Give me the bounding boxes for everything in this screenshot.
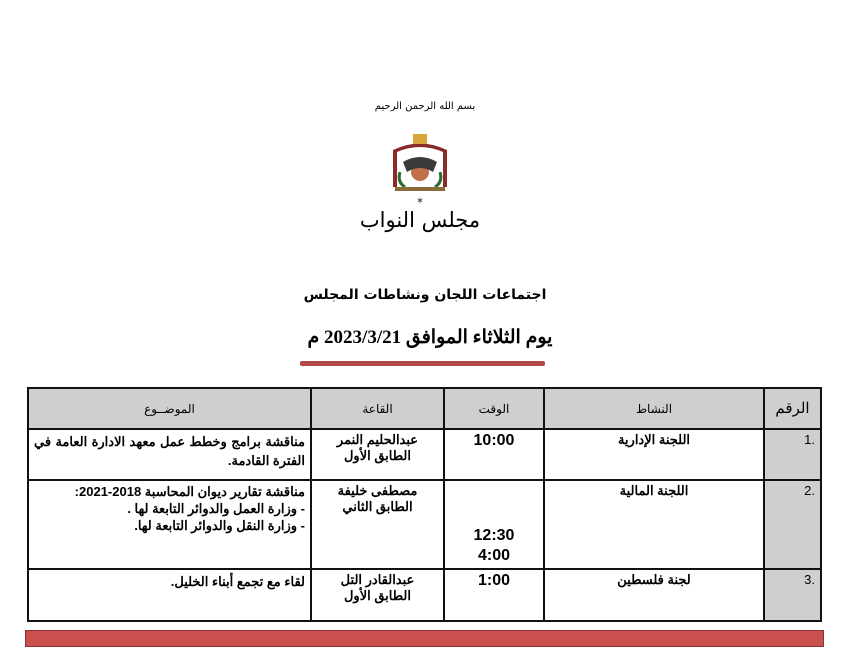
table-row: .3 لجنة فلسطين 1:00 عبدالقادر التل الطابق… xyxy=(27,568,822,622)
row-activity: اللجنة الإدارية xyxy=(543,428,765,481)
hall-floor: الطابق الأول xyxy=(343,448,412,463)
title-underline xyxy=(300,361,545,366)
row-hall: مصطفى خليفة الطابق الثاني xyxy=(310,479,445,570)
row-number: .3 xyxy=(763,568,822,622)
time-value: 10:00 xyxy=(473,432,515,449)
hall-floor: الطابق الأول xyxy=(343,588,412,603)
row-activity: اللجنة المالية xyxy=(543,479,765,570)
row-time: 10:00 xyxy=(443,428,545,481)
basmala: بسم الله الرحمن الرحيم xyxy=(374,101,476,112)
topic-line: مناقشة تقارير ديوان المحاسبة 2018-2021: xyxy=(74,484,305,499)
row-time: 1:00 xyxy=(443,568,545,622)
row-hall: عبدالحليم النمر الطابق الأول xyxy=(310,428,445,481)
table-row: .2 اللجنة المالية 12:30 4:00 مصطفى خليفة ا… xyxy=(27,479,822,570)
header-number: الرقم xyxy=(763,387,822,430)
topic-line: - وزارة العمل والدوائر التابعة لها . xyxy=(127,501,305,516)
row-time: 12:30 4:00 xyxy=(443,479,545,570)
time-value: 12:30 xyxy=(473,527,515,544)
topic-line: - وزارة النقل والدوائر التابعة لها. xyxy=(134,518,305,533)
header-time: الوقت xyxy=(443,387,545,430)
table-row: .1 اللجنة الإدارية 10:00 عبدالحليم النمر… xyxy=(27,428,822,481)
header-activity: النشاط xyxy=(543,387,765,430)
date-line: يوم الثلاثاء الموافق 2023/3/21 م xyxy=(307,327,553,348)
footer-bar xyxy=(25,630,824,647)
row-hall: عبدالقادر التل الطابق الأول xyxy=(310,568,445,622)
page-title: اجتماعات اللجان ونشاطات المجلس xyxy=(303,287,547,303)
table-header-row: الرقم النشاط الوقت القاعة الموضــوع xyxy=(27,387,822,430)
coat-of-arms-logo: ✶ xyxy=(393,134,447,207)
time-value: 1:00 xyxy=(477,572,511,589)
hall-name: مصطفى خليفة xyxy=(337,483,418,498)
hall-floor: الطابق الثاني xyxy=(342,499,413,514)
row-topic: مناقشة برامج وخطط عمل معهد الادارة العام… xyxy=(27,428,312,481)
row-topic: لقاء مع تجمع أبناء الخليل. xyxy=(27,568,312,622)
row-topic: مناقشة تقارير ديوان المحاسبة 2018-2021: -… xyxy=(27,479,312,570)
schedule-table: الرقم النشاط الوقت القاعة الموضــوع .1 ا… xyxy=(27,387,822,622)
header-hall: القاعة xyxy=(310,387,445,430)
row-activity: لجنة فلسطين xyxy=(543,568,765,622)
time-value: 4:00 xyxy=(477,547,511,564)
hall-name: عبدالقادر التل xyxy=(340,572,415,587)
header-topic: الموضــوع xyxy=(27,387,312,430)
row-number: .2 xyxy=(763,479,822,570)
hall-name: عبدالحليم النمر xyxy=(336,432,419,447)
row-number: .1 xyxy=(763,428,822,481)
council-name: مجلس النواب xyxy=(359,208,481,232)
svg-text:✶: ✶ xyxy=(416,196,424,207)
